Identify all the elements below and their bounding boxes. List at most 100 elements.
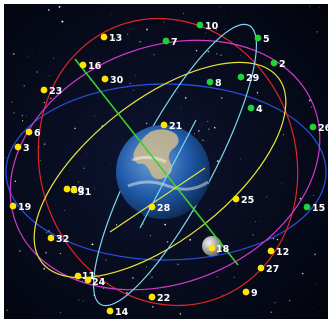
satellite-label: 28 — [157, 203, 171, 214]
star — [28, 55, 29, 57]
satellite-label: 32 — [56, 234, 69, 245]
star — [145, 266, 147, 268]
satellite-20: 20 — [63, 185, 85, 196]
satellite-label: 18 — [216, 244, 230, 255]
star — [14, 180, 17, 183]
star — [129, 83, 131, 85]
orbit-cyan-front — [139, 119, 197, 229]
star — [111, 14, 113, 15]
star — [276, 238, 279, 241]
star — [231, 10, 232, 11]
satellite-label: 21 — [169, 121, 182, 132]
star — [10, 82, 11, 83]
star — [204, 36, 205, 38]
star — [36, 71, 38, 73]
satellite-label: 10 — [205, 21, 219, 32]
satellite-27: 27 — [257, 264, 279, 275]
star — [82, 300, 84, 302]
star — [219, 6, 221, 8]
star — [11, 101, 13, 103]
star — [183, 13, 184, 14]
satellite-dot — [47, 234, 55, 242]
satellite-dot — [196, 21, 204, 29]
satellite-label: 23 — [49, 86, 62, 97]
star — [213, 126, 216, 129]
star — [289, 300, 291, 302]
satellite-dot — [303, 203, 311, 211]
satellite-label: 16 — [88, 61, 102, 72]
satellite-label: 13 — [109, 33, 122, 44]
satellite-label: 14 — [115, 307, 129, 318]
star — [127, 33, 129, 35]
satellite-dot — [208, 244, 216, 252]
star — [31, 50, 33, 52]
satellite-label: 25 — [241, 195, 254, 206]
star — [53, 57, 54, 59]
star — [318, 311, 320, 313]
star — [50, 97, 52, 100]
star — [69, 169, 71, 171]
satellite-dot — [232, 195, 240, 203]
star — [202, 139, 204, 141]
star — [43, 143, 46, 146]
star — [289, 112, 291, 114]
satellite-dot — [160, 121, 168, 129]
star — [301, 272, 304, 275]
satellite-dot — [309, 123, 317, 131]
satellite-12: 12 — [267, 247, 289, 258]
star — [126, 292, 128, 294]
satellite-25: 25 — [232, 195, 254, 206]
star — [193, 210, 195, 213]
star — [64, 210, 66, 211]
star — [163, 21, 165, 23]
satellite-18: 18 — [208, 244, 230, 255]
star — [153, 54, 155, 56]
star — [43, 267, 46, 270]
star — [265, 196, 268, 198]
satellite-30: 30 — [101, 75, 124, 86]
satellite-dot — [40, 86, 48, 94]
satellite-dot — [74, 272, 82, 280]
satellite-label: 5 — [263, 34, 270, 45]
star — [283, 134, 285, 136]
star — [270, 311, 273, 314]
satellite-dot — [63, 185, 71, 193]
satellite-dot — [101, 75, 109, 83]
satellite-label: 22 — [157, 293, 170, 304]
satellite-2: 2 — [270, 59, 286, 70]
satellite-dot — [162, 37, 170, 45]
star — [59, 311, 62, 314]
star — [139, 41, 141, 43]
star — [184, 97, 187, 99]
star — [207, 128, 210, 131]
star — [262, 133, 264, 135]
star — [143, 291, 144, 293]
satellite-dot — [84, 276, 92, 284]
orbit-blue — [5, 83, 327, 261]
satellite-4: 4 — [247, 104, 263, 115]
star — [13, 53, 15, 55]
satellite-9: 9 — [242, 288, 258, 299]
star — [91, 243, 94, 246]
star — [78, 299, 80, 301]
satellite-16: 16 — [79, 61, 102, 72]
satellite-label: 31 — [78, 187, 91, 198]
satellite-dot — [106, 307, 114, 315]
star — [39, 159, 41, 161]
star — [59, 17, 61, 18]
star — [105, 259, 107, 261]
star — [311, 106, 313, 108]
star — [45, 231, 48, 234]
star — [177, 92, 179, 94]
star — [233, 276, 235, 278]
star — [222, 294, 223, 296]
star — [74, 127, 76, 130]
star — [23, 85, 25, 87]
star — [220, 54, 222, 56]
star — [149, 235, 151, 237]
star — [189, 238, 192, 241]
orbits-front — [109, 119, 206, 233]
satellite-15: 15 — [303, 203, 325, 214]
